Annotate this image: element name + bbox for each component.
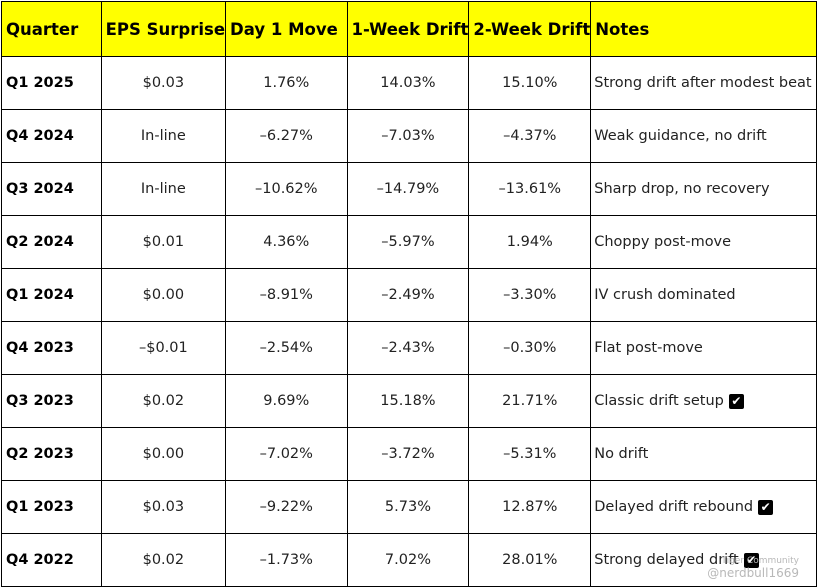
header-quarter: Quarter xyxy=(1,1,102,57)
table-row: Q3 2024 In-line –10.62% –14.79% –13.61% Sharp… xyxy=(1,162,817,216)
header-eps-surprise: EPS Surprise xyxy=(100,1,227,57)
table-row: Q3 2023 $0.02 9.69% 15.18% 21.71% Classic dri… xyxy=(1,374,817,428)
cell-day1-move: 1.76% xyxy=(225,56,348,110)
notes-text: No drift xyxy=(594,446,649,462)
cell-1week-drift: 7.02% xyxy=(346,533,470,587)
notes-text: Flat post-move xyxy=(594,340,703,356)
header-2week-drift: 2-Week Drift xyxy=(468,1,592,57)
cell-2week-drift: 1.94% xyxy=(468,215,592,269)
notes-text: Choppy post-move xyxy=(594,234,732,250)
cell-2week-drift: –0.30% xyxy=(468,321,592,375)
cell-day1-move: –8.91% xyxy=(225,268,348,322)
header-notes: Notes xyxy=(590,1,817,57)
cell-1week-drift: 5.73% xyxy=(346,480,470,534)
cell-1week-drift: –2.49% xyxy=(346,268,470,322)
notes-text: Sharp drop, no recovery xyxy=(594,181,770,197)
cell-day1-move: 4.36% xyxy=(225,215,348,269)
cell-quarter: Q3 2024 xyxy=(1,162,102,216)
header-row: Quarter EPS Surprise Day 1 Move 1-Week D… xyxy=(1,1,817,57)
cell-eps-surprise: In-line xyxy=(100,109,227,163)
cell-eps-surprise: $0.02 xyxy=(100,533,227,587)
cell-day1-move: –7.02% xyxy=(225,427,348,481)
cell-1week-drift: –7.03% xyxy=(346,109,470,163)
cell-notes: Strong delayed drift ✔ xyxy=(590,533,817,587)
cell-1week-drift: –5.97% xyxy=(346,215,470,269)
notes-text: Strong drift after modest beat xyxy=(594,75,812,91)
header-1week-drift: 1-Week Drift xyxy=(346,1,470,57)
cell-eps-surprise: $0.01 xyxy=(100,215,227,269)
cell-quarter: Q4 2022 xyxy=(1,533,102,587)
cell-eps-surprise: $0.00 xyxy=(100,427,227,481)
cell-notes: Sharp drop, no recovery xyxy=(590,162,817,216)
header-day1-move: Day 1 Move xyxy=(225,1,348,57)
cell-eps-surprise: $0.03 xyxy=(100,56,227,110)
cell-quarter: Q1 2023 xyxy=(1,480,102,534)
cell-day1-move: –9.22% xyxy=(225,480,348,534)
cell-quarter: Q3 2023 xyxy=(1,374,102,428)
table-row: Q4 2023 –$0.01 –2.54% –2.43% –0.30% Flat post… xyxy=(1,321,817,375)
cell-notes: Delayed drift rebound ✔ xyxy=(590,480,817,534)
cell-2week-drift: 28.01% xyxy=(468,533,592,587)
cell-2week-drift: –13.61% xyxy=(468,162,592,216)
cell-day1-move: –2.54% xyxy=(225,321,348,375)
cell-notes: Flat post-move xyxy=(590,321,817,375)
cell-day1-move: –6.27% xyxy=(225,109,348,163)
cell-2week-drift: 15.10% xyxy=(468,56,592,110)
table-row: Q2 2023 $0.00 –7.02% –3.72% –5.31% No drift xyxy=(1,427,817,481)
cell-1week-drift: –3.72% xyxy=(346,427,470,481)
cell-eps-surprise: –$0.01 xyxy=(100,321,227,375)
table-row: Q4 2024 In-line –6.27% –7.03% –4.37% Weak gui… xyxy=(1,109,817,163)
checkmark-icon: ✔ xyxy=(743,552,759,568)
table-body: Q1 2025 $0.03 1.76% 14.03% 15.10% Strong drif… xyxy=(1,56,817,587)
cell-eps-surprise: In-line xyxy=(100,162,227,216)
cell-1week-drift: –2.43% xyxy=(346,321,470,375)
cell-2week-drift: –4.37% xyxy=(468,109,592,163)
table-row: Q2 2024 $0.01 4.36% –5.97% 1.94% Choppy post-… xyxy=(1,215,817,269)
cell-eps-surprise: $0.03 xyxy=(100,480,227,534)
cell-quarter: Q1 2024 xyxy=(1,268,102,322)
notes-text: Delayed drift rebound xyxy=(594,499,754,515)
table-row: Q1 2024 $0.00 –8.91% –2.49% –3.30% IV crush d… xyxy=(1,268,817,322)
table-row: Q4 2022 $0.02 –1.73% 7.02% 28.01% Strong dela… xyxy=(1,533,817,587)
cell-2week-drift: –5.31% xyxy=(468,427,592,481)
notes-text: IV crush dominated xyxy=(594,287,736,303)
cell-notes: Strong drift after modest beat xyxy=(590,56,817,110)
cell-notes: No drift xyxy=(590,427,817,481)
table-row: Q1 2025 $0.03 1.76% 14.03% 15.10% Strong drif… xyxy=(1,56,817,110)
cell-notes: IV crush dominated xyxy=(590,268,817,322)
cell-notes: Weak guidance, no drift xyxy=(590,109,817,163)
cell-quarter: Q2 2024 xyxy=(1,215,102,269)
cell-notes: Classic drift setup ✔ xyxy=(590,374,817,428)
cell-1week-drift: 14.03% xyxy=(346,56,470,110)
notes-text: Classic drift setup xyxy=(594,393,724,409)
cell-eps-surprise: $0.02 xyxy=(100,374,227,428)
cell-1week-drift: 15.18% xyxy=(346,374,470,428)
cell-eps-surprise: $0.00 xyxy=(100,268,227,322)
checkmark-icon: ✔ xyxy=(758,499,774,515)
cell-notes: Choppy post-move xyxy=(590,215,817,269)
cell-2week-drift: –3.30% xyxy=(468,268,592,322)
cell-2week-drift: 21.71% xyxy=(468,374,592,428)
cell-quarter: Q2 2023 xyxy=(1,427,102,481)
cell-day1-move: –1.73% xyxy=(225,533,348,587)
cell-quarter: Q4 2023 xyxy=(1,321,102,375)
cell-1week-drift: –14.79% xyxy=(346,162,470,216)
cell-quarter: Q4 2024 xyxy=(1,109,102,163)
cell-quarter: Q1 2025 xyxy=(1,56,102,110)
table-row: Q1 2023 $0.03 –9.22% 5.73% 12.87% Delayed dri… xyxy=(1,480,817,534)
cell-2week-drift: 12.87% xyxy=(468,480,592,534)
notes-text: Strong delayed drift xyxy=(594,552,739,568)
checkmark-icon: ✔ xyxy=(728,393,744,409)
notes-text: Weak guidance, no drift xyxy=(594,128,767,144)
cell-day1-move: –10.62% xyxy=(225,162,348,216)
cell-day1-move: 9.69% xyxy=(225,374,348,428)
